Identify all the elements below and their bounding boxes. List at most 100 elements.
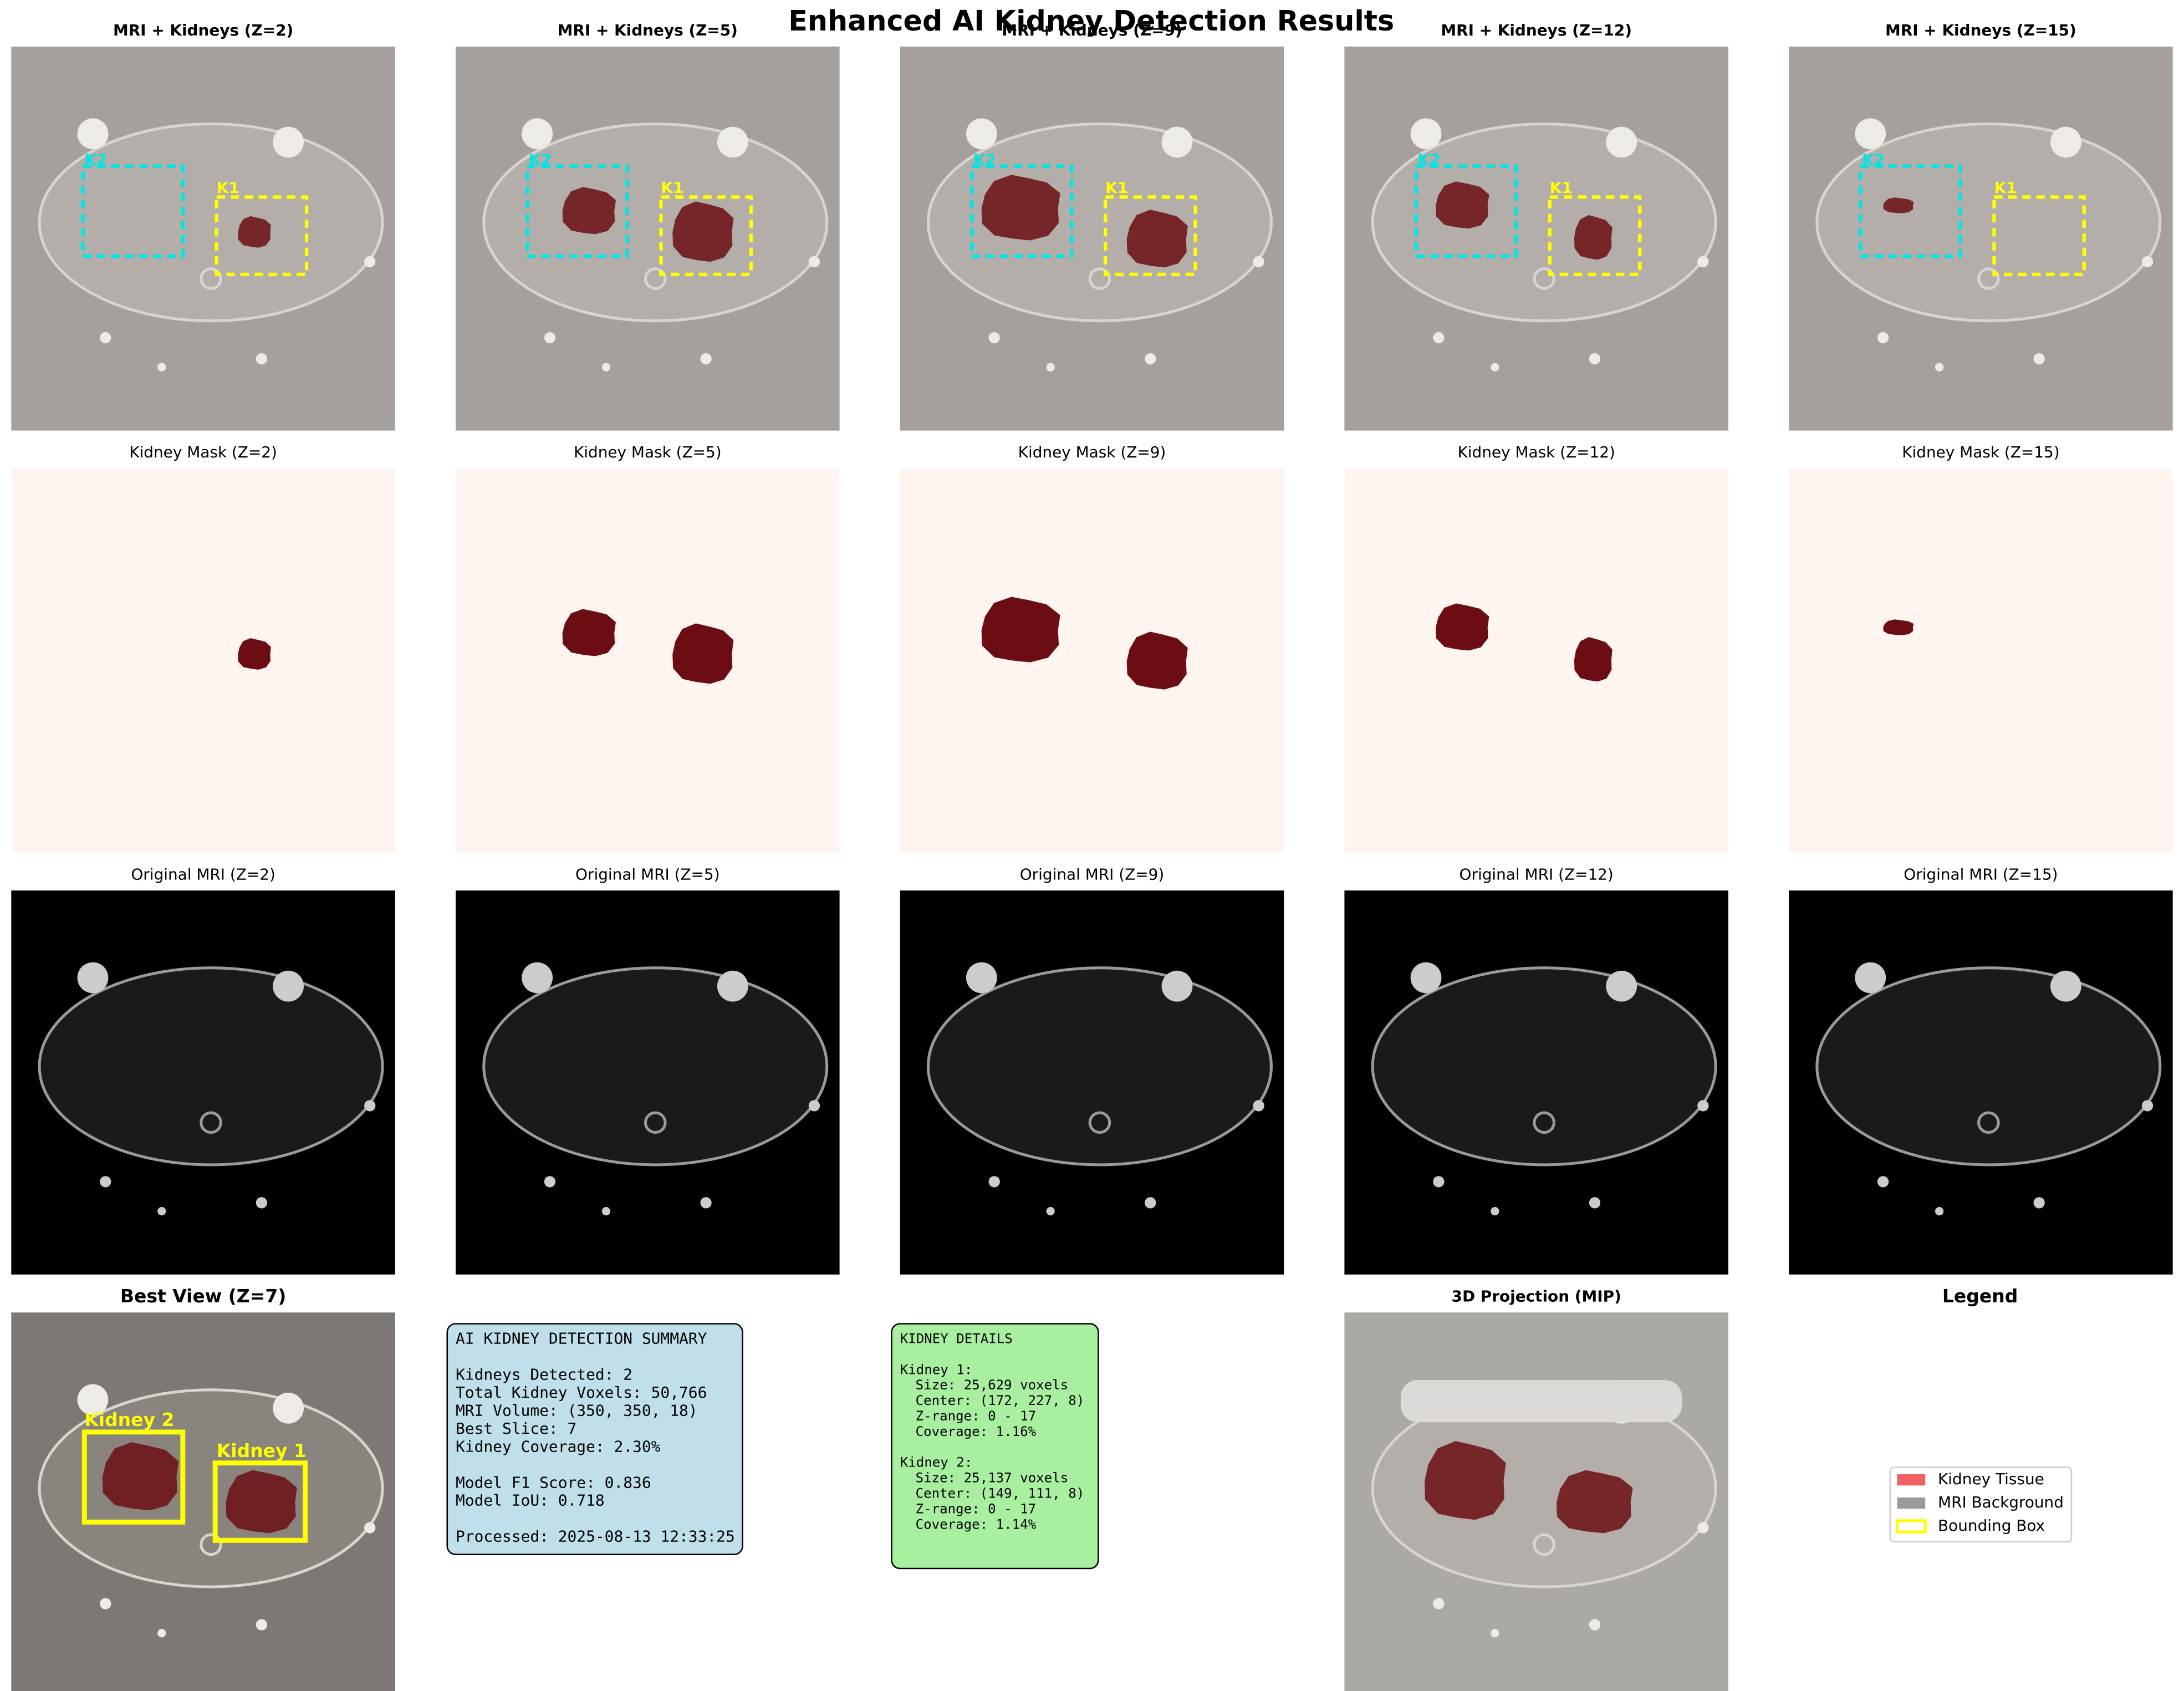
vessel <box>256 353 268 365</box>
box-label: Kidney 1 <box>217 1440 307 1461</box>
vessel <box>1253 1100 1264 1112</box>
bounding-box <box>215 195 309 277</box>
panel-title: Original MRI (Z=5) <box>575 865 720 883</box>
body-outline <box>1815 122 2162 323</box>
vessel <box>988 1176 1000 1188</box>
vessel <box>1877 332 1889 344</box>
bounding-box <box>1548 195 1642 277</box>
mask-background <box>455 468 840 853</box>
legend-swatch <box>1895 1519 1927 1534</box>
spine <box>1977 267 2000 290</box>
spine <box>1533 1533 1555 1556</box>
panel <box>900 890 1284 1275</box>
legend-swatch <box>1897 1474 1926 1486</box>
summary-line: Coverage: 1.14% <box>916 1516 1037 1532</box>
vessel <box>1697 256 1709 268</box>
summary-line: Z-range: 0 - 17 <box>916 1408 1037 1424</box>
kidney-region <box>981 175 1060 241</box>
mask-background <box>1344 468 1729 853</box>
spine <box>644 1111 667 1134</box>
summary-line: Kidneys Detected: 2 <box>456 1365 632 1383</box>
box-label: K2 <box>1417 150 1440 169</box>
vessel <box>544 332 556 344</box>
vessel <box>1606 970 1637 1002</box>
vessel <box>100 332 111 344</box>
panel-title: Original MRI (Z=15) <box>1904 865 2058 883</box>
kidney-region <box>981 597 1060 663</box>
kidney-region <box>1883 619 1914 635</box>
panel <box>455 890 840 1275</box>
vessel <box>1433 1176 1445 1188</box>
summary-line: Z-range: 0 - 17 <box>916 1501 1037 1516</box>
kidney-region <box>672 201 734 262</box>
legend-swatch <box>1897 1497 1926 1509</box>
box-label: Kidney 2 <box>84 1409 174 1430</box>
vessel <box>2141 256 2154 268</box>
panel: K2 K1 <box>455 46 840 431</box>
panel: K2 K1 <box>1789 46 2173 431</box>
legend-frame <box>1889 1466 2073 1543</box>
bounding-box <box>81 164 185 258</box>
panel <box>455 468 840 853</box>
bounding-box <box>1103 195 1197 277</box>
vessel <box>700 1197 712 1209</box>
body-outline <box>1371 966 1717 1167</box>
panel <box>11 468 395 853</box>
summary-line: Model F1 Score: 0.836 <box>456 1473 651 1491</box>
vessel <box>544 1176 556 1188</box>
mask-background <box>1789 468 2173 853</box>
summary-line: Center: (149, 111, 8) <box>916 1486 1085 1501</box>
mask-background <box>11 468 395 853</box>
bounding-box <box>525 164 629 258</box>
summary-line: Best Slice: 7 <box>456 1419 576 1438</box>
vessel <box>717 970 748 1002</box>
panel <box>1789 890 2173 1275</box>
legend-title: Legend <box>1942 1285 2018 1307</box>
kidney-region <box>1126 210 1188 268</box>
vessel <box>1491 363 1499 372</box>
summary-line: Processed: 2025-08-13 12:33:25 <box>456 1527 735 1546</box>
vessel <box>1877 1176 1889 1188</box>
box-label: K1 <box>1994 179 2017 197</box>
vessel <box>273 970 304 1002</box>
box-label: K2 <box>1862 150 1885 169</box>
kidney-region <box>1425 1441 1506 1520</box>
panel <box>900 468 1284 853</box>
vessel <box>1145 353 1156 365</box>
panel-title: Original MRI (Z=12) <box>1460 865 1614 883</box>
bounding-box <box>212 1460 308 1543</box>
vessel <box>522 118 553 150</box>
panel: K2 K1 <box>900 46 1284 431</box>
vessel <box>2050 970 2081 1002</box>
vessel <box>1161 970 1193 1002</box>
legend-entry: MRI Background <box>1938 1493 2064 1511</box>
vessel <box>1589 353 1601 365</box>
spine <box>1533 1111 1555 1134</box>
vessel <box>1589 1619 1601 1631</box>
vessel <box>601 363 611 372</box>
panel-title: MRI + Kidneys (Z=15) <box>1885 21 2076 39</box>
body-outline <box>1815 966 2162 1167</box>
vessel <box>1935 1207 1944 1216</box>
spine <box>1533 267 1555 290</box>
panel-title: MRI + Kidneys (Z=2) <box>113 21 293 39</box>
spine <box>1088 267 1111 290</box>
kidney-region <box>238 638 271 670</box>
vessel <box>700 353 712 365</box>
summary-line: Size: 25,137 voxels <box>916 1470 1069 1486</box>
box-label: K2 <box>973 150 996 169</box>
legend-entry: Bounding Box <box>1938 1516 2045 1535</box>
body-outline <box>926 966 1273 1167</box>
vessel <box>1855 962 1886 994</box>
body-outline <box>38 1388 384 1588</box>
summary-line: MRI Volume: (350, 350, 18) <box>456 1401 698 1419</box>
panel <box>1344 1312 1729 1691</box>
bounding-box <box>1859 164 1962 258</box>
vessel <box>273 1392 304 1424</box>
kidney-region <box>1436 603 1489 651</box>
panel: K2 K1 <box>11 46 395 431</box>
panel-title: Kidney Mask (Z=12) <box>1458 443 1615 461</box>
summary-line: Kidney 1: <box>900 1362 973 1377</box>
summary-line: Center: (172, 227, 8) <box>916 1393 1085 1408</box>
panel-title: MRI + Kidneys (Z=12) <box>1441 21 1632 39</box>
